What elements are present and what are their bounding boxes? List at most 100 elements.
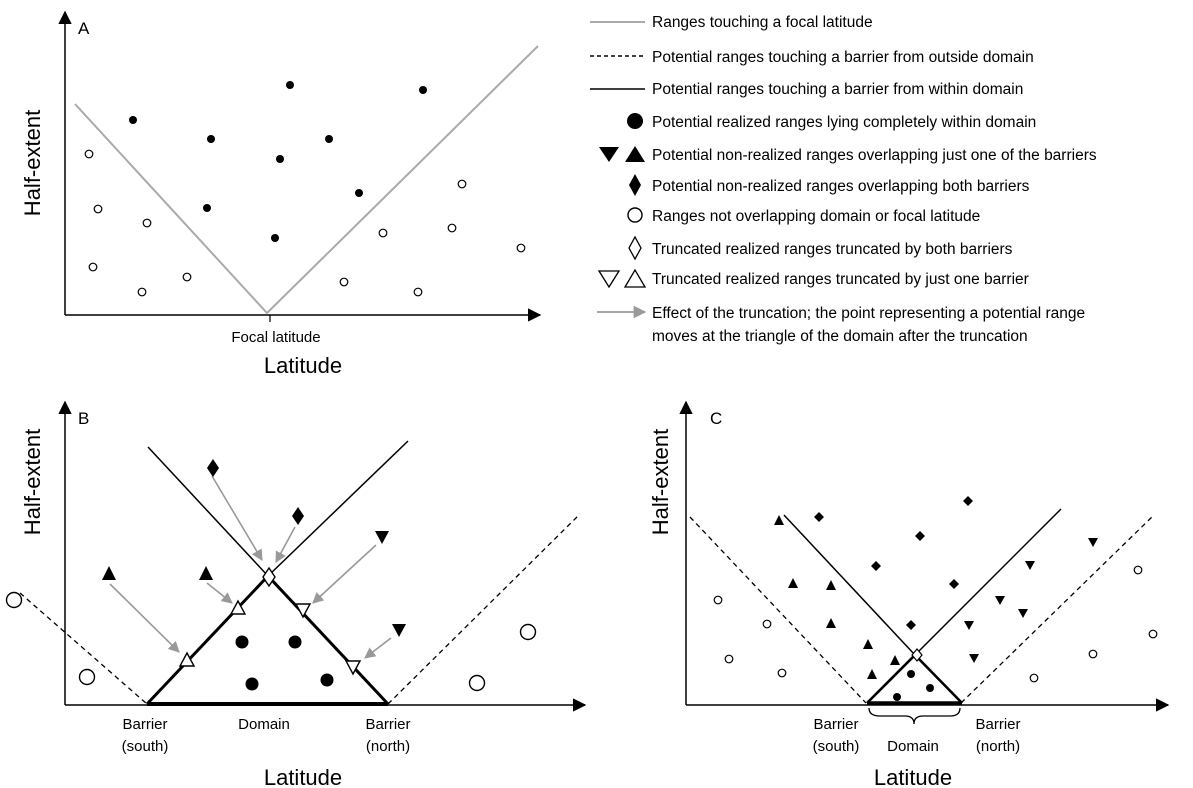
panel-c-barrier-south-line1: Barrier: [813, 716, 858, 733]
filled-circle-point: [926, 684, 934, 692]
legend-text: Potential ranges touching a barrier from…: [652, 81, 1023, 98]
open-down-triangle-swatch: [597, 270, 621, 289]
panel-c-domain-label: Domain: [887, 738, 939, 755]
panel-b-label: B: [78, 409, 89, 428]
legend-item-solid-line: Potential ranges touching a barrier from…: [590, 81, 1023, 98]
filled-circle-point: [419, 86, 427, 94]
filled-up-triangle-point: [774, 515, 784, 525]
truncation-arrow: [109, 583, 180, 653]
panel-b-inner-line-north: [267, 440, 409, 577]
filled-down-triangle-point: [995, 596, 1005, 605]
open-up-triangle-point: [229, 599, 247, 615]
open-diamond-swatch: [628, 235, 642, 261]
filled-up-triangle-point: [102, 566, 116, 580]
open-circle-point: [339, 277, 349, 287]
open-circle-point: [457, 179, 467, 189]
filled-down-triangle-point: [1088, 538, 1098, 547]
panel-c-domain-brace: [868, 707, 961, 725]
legend-text: Potential non-realized ranges overlappin…: [652, 178, 1030, 195]
truncation-arrow: [206, 582, 233, 604]
filled-circle-point: [235, 635, 249, 649]
filled-up-triangle-point: [890, 655, 900, 665]
filled-diamond-point: [292, 507, 304, 525]
filled-circle-point: [355, 189, 363, 197]
panel-b-barrier-south-line1: Barrier: [122, 716, 167, 733]
panel-c-label: C: [710, 409, 722, 428]
panel-b-y-label: Half-extent: [20, 429, 45, 535]
filled-circle-point: [203, 204, 211, 212]
open-circle-point: [142, 218, 152, 228]
open-circle-point: [777, 668, 787, 678]
filled-up-triangle-swatch: [625, 146, 645, 162]
filled-up-triangle-point: [788, 578, 798, 588]
open-circle-point: [713, 595, 723, 605]
filled-circle-swatch: [627, 113, 643, 129]
open-down-triangle-point: [294, 603, 312, 619]
filled-circle-point: [245, 677, 259, 691]
panel-b-barrier-north-line2: (north): [366, 738, 410, 755]
legend-text: Ranges not overlapping domain or focal l…: [652, 208, 980, 225]
filled-up-triangle-point: [199, 566, 213, 580]
panel-b-dashed-north: [387, 513, 581, 705]
legend-text: Potential non-realized ranges overlappin…: [652, 147, 1097, 164]
panel-b-filled-points: [102, 459, 406, 691]
panel-c-dashed-north: [960, 514, 1155, 704]
panel-b-barrier-south-line2: (south): [122, 738, 169, 755]
legend-text: Potential ranges touching a barrier from…: [652, 49, 1034, 66]
filled-diamond-point: [814, 512, 824, 522]
open-circle-point: [137, 287, 147, 297]
legend-item-open-circle: Ranges not overlapping domain or focal l…: [627, 207, 980, 225]
open-up-triangle-swatch: [623, 268, 647, 288]
filled-down-triangle-point: [1025, 561, 1035, 570]
panel-c-y-label: Half-extent: [648, 429, 673, 535]
open-circle-point: [93, 204, 103, 214]
filled-circle-point: [286, 81, 294, 89]
legend-text: Potential realized ranges lying complete…: [652, 114, 1036, 131]
legend-item-gray-line: Ranges touching a focal latitude: [590, 14, 873, 31]
panel-c-barrier-south-line2: (south): [813, 738, 860, 755]
panel-a-filled-points: [129, 81, 427, 242]
truncation-arrow: [275, 526, 296, 563]
filled-down-triangle-swatch: [599, 147, 619, 162]
filled-up-triangle-point: [826, 618, 836, 628]
legend-item-arrow: Effect of the truncation; the point repr…: [597, 305, 1085, 345]
open-circle-point: [724, 654, 734, 664]
open-circle-point: [78, 668, 96, 686]
panel-b-barrier-north-line1: Barrier: [365, 716, 410, 733]
open-circle-point: [1029, 673, 1039, 683]
filled-diamond-point: [207, 459, 219, 477]
panel-b-dashed-south: [19, 592, 148, 705]
panel-a-focal-label: Focal latitude: [231, 329, 320, 346]
filled-down-triangle-point: [1018, 609, 1028, 618]
truncation-arrow: [312, 544, 377, 604]
panel-c-inner-line-north: [914, 508, 1062, 656]
filled-diamond-swatch: [629, 174, 641, 196]
legend-item-open-diamond: Truncated realized ranges truncated by b…: [628, 235, 1013, 261]
filled-down-triangle-point: [969, 654, 979, 663]
panel-c-domain-triangle: [866, 653, 963, 704]
filled-circle-point: [271, 234, 279, 242]
filled-down-triangle-point: [964, 621, 974, 630]
panel-b: B Barrier (south) Domain Barrier (north)…: [5, 400, 587, 788]
legend-item-filled-triangles: Potential non-realized ranges overlappin…: [599, 146, 1097, 164]
filled-diamond-point: [915, 531, 925, 541]
panel-b-x-label: Latitude: [264, 765, 342, 788]
open-circle-point: [468, 674, 486, 692]
truncation-arrow: [364, 637, 392, 659]
legend-item-dashed-line: Potential ranges touching a barrier from…: [590, 49, 1034, 66]
open-circle-point: [1148, 629, 1158, 639]
panel-a-y-label: Half-extent: [20, 110, 45, 216]
open-circle-point: [5, 591, 23, 609]
panel-c: C Barrier (south) Domain Barrier (north)…: [648, 400, 1170, 788]
open-down-triangle-point: [344, 660, 362, 676]
filled-circle-point: [207, 135, 215, 143]
filled-circle-point: [320, 673, 334, 687]
open-diamond-point: [262, 566, 276, 588]
open-circle-point: [519, 623, 537, 641]
panel-a-label: A: [78, 19, 90, 38]
filled-up-triangle-point: [826, 580, 836, 590]
open-circle-point: [1133, 565, 1143, 575]
legend-text: Ranges touching a focal latitude: [652, 14, 873, 31]
filled-diamond-point: [949, 579, 959, 589]
filled-up-triangle-point: [867, 669, 877, 679]
